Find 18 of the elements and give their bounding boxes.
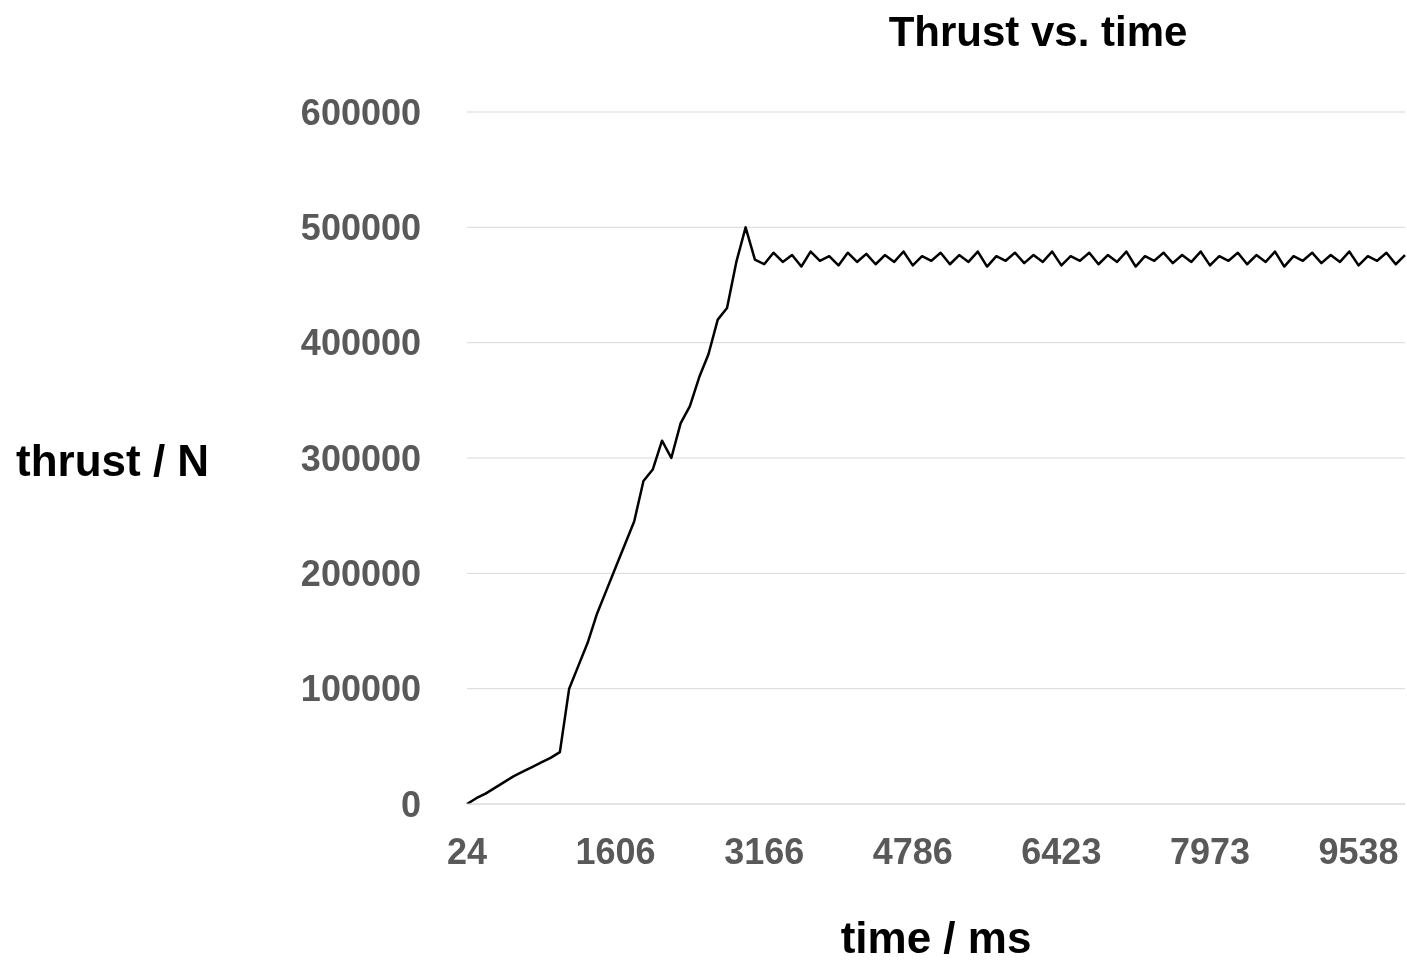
chart-title: Thrust vs. time <box>887 8 1189 56</box>
x-tick-label: 7973 <box>1169 830 1251 872</box>
y-tick-label: 600000 <box>300 91 421 133</box>
x-axis-title: time / ms <box>839 913 1033 962</box>
y-tick-label: 200000 <box>300 553 421 595</box>
x-tick-label: 6423 <box>1021 830 1102 872</box>
y-tick-label: 400000 <box>300 322 421 364</box>
y-tick-label: 500000 <box>300 207 421 249</box>
line-series <box>465 226 1407 804</box>
x-tick-label: 4786 <box>872 830 953 872</box>
x-tick-label: 1606 <box>575 830 656 872</box>
x-tick-label: 3166 <box>724 830 805 872</box>
y-tick-label: 0 <box>400 783 421 825</box>
y-axis-title: thrust / N <box>16 436 210 486</box>
x-tick-label: 9538 <box>1318 830 1399 872</box>
y-tick-label: 300000 <box>300 437 421 479</box>
y-tick-label: 100000 <box>300 668 421 710</box>
x-tick-label: 24 <box>446 830 488 872</box>
